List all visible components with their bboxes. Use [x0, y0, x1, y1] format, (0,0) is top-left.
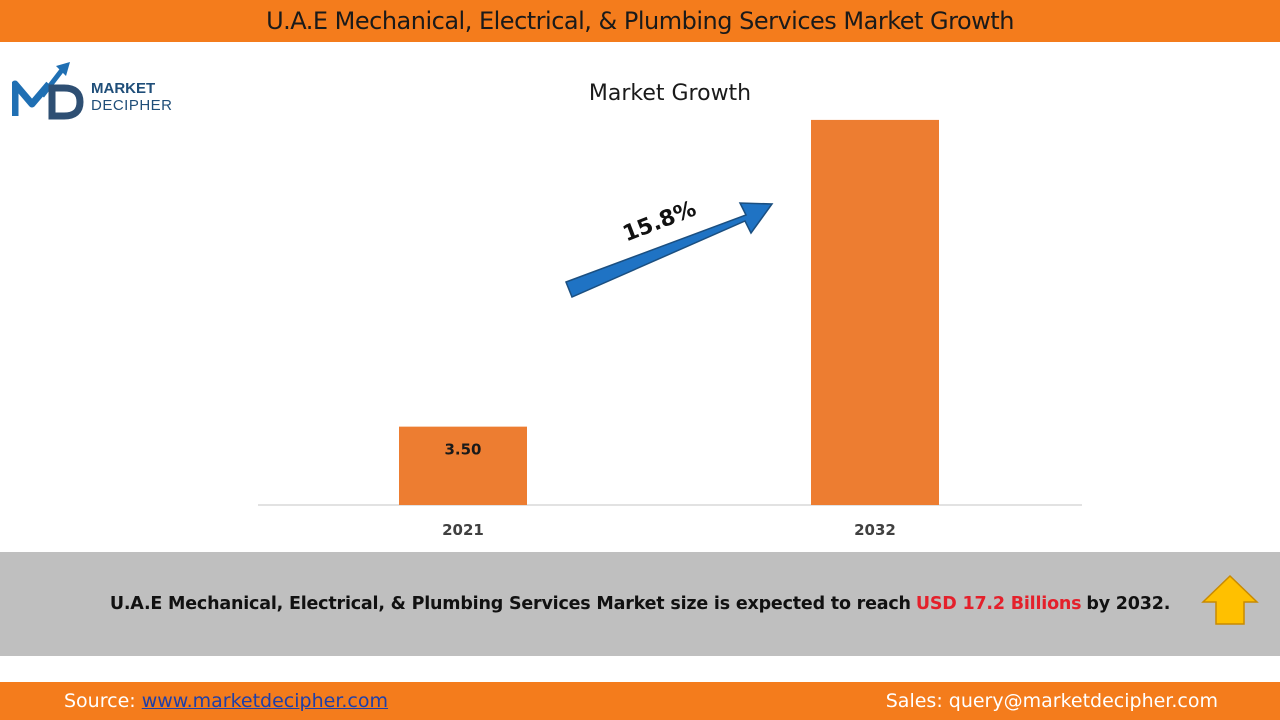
market-decipher-logo-icon [11, 62, 84, 120]
top-banner: U.A.E Mechanical, Electrical, & Plumbing… [0, 0, 1280, 42]
growth-arrow: 15.8% [565, 197, 774, 298]
bar-2032 [811, 119, 939, 506]
summary-highlight: USD 17.2 Billions [915, 594, 1082, 614]
up-arrow-icon [1201, 574, 1259, 625]
source-label: Source: [64, 690, 136, 712]
logo-line1: MARKET [91, 80, 156, 97]
summary-text-after: by 2032. [1086, 594, 1171, 614]
bar-chart: Market Growth 3.50 2021 2032 15.8% [258, 81, 1082, 539]
summary-band: U.A.E Mechanical, Electrical, & Plumbing… [0, 552, 1280, 656]
logo-line2: DECIPHER [91, 97, 173, 114]
source: Source: www.marketdecipher.com [64, 690, 388, 712]
x-tick-label-2021: 2021 [442, 521, 484, 539]
logo-text: MARKET DECIPHER [91, 80, 173, 114]
data-label-2021: 3.50 [444, 441, 481, 459]
growth-arrow-icon [565, 202, 774, 298]
chart-title: Market Growth [589, 81, 751, 106]
page-title: U.A.E Mechanical, Electrical, & Plumbing… [266, 7, 1014, 35]
sales-contact[interactable]: Sales: query@marketdecipher.com [885, 690, 1218, 712]
logo: MARKET DECIPHER [11, 58, 192, 120]
bottom-banner: Source: www.marketdecipher.com Sales: qu… [0, 682, 1280, 720]
chart: Market Growth 3.50 2021 2032 15.8% [0, 42, 1280, 552]
x-tick-label-2032: 2032 [854, 521, 896, 539]
summary-text-before: U.A.E Mechanical, Electrical, & Plumbing… [109, 594, 911, 614]
summary-text: U.A.E Mechanical, Electrical, & Plumbing… [0, 552, 1280, 656]
bar-2021 [399, 426, 527, 505]
source-link[interactable]: www.marketdecipher.com [141, 690, 389, 712]
